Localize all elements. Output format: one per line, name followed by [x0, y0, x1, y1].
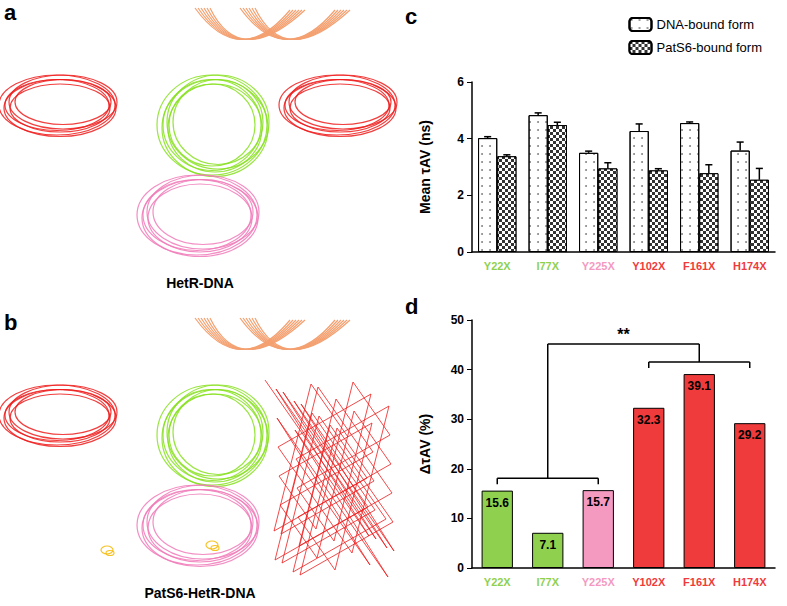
svg-text:4: 4	[457, 132, 464, 146]
svg-text:b: b	[4, 310, 17, 335]
svg-text:c: c	[405, 4, 417, 29]
svg-text:32.3: 32.3	[637, 413, 661, 427]
svg-text:F161X: F161X	[683, 260, 716, 272]
svg-text:DNA-bound form: DNA-bound form	[656, 17, 754, 32]
svg-text:ΔτAV (%): ΔτAV (%)	[417, 414, 433, 474]
svg-text:Y225X: Y225X	[582, 260, 616, 272]
svg-text:7.1: 7.1	[539, 538, 556, 552]
svg-text:H174X: H174X	[733, 260, 767, 272]
svg-text:50: 50	[451, 313, 465, 327]
svg-text:d: d	[405, 294, 418, 319]
svg-text:40: 40	[451, 363, 465, 377]
svg-text:HetR-DNA: HetR-DNA	[166, 275, 234, 291]
svg-text:29.2: 29.2	[738, 428, 762, 442]
svg-text:39.1: 39.1	[688, 379, 712, 393]
svg-text:F161X: F161X	[683, 576, 716, 588]
svg-text:6: 6	[457, 75, 464, 89]
svg-text:0: 0	[457, 245, 464, 259]
svg-text:PatS6-HetR-DNA: PatS6-HetR-DNA	[144, 585, 255, 601]
svg-text:Y102X: Y102X	[632, 576, 666, 588]
svg-text:15.7: 15.7	[587, 495, 611, 509]
svg-text:I77X: I77X	[536, 260, 559, 272]
svg-text:15.6: 15.6	[486, 496, 510, 510]
svg-text:Y102X: Y102X	[632, 260, 666, 272]
svg-text:20: 20	[451, 462, 465, 476]
svg-text:Y225X: Y225X	[582, 576, 616, 588]
svg-text:**: **	[617, 326, 630, 343]
svg-text:Y22X: Y22X	[484, 260, 512, 272]
svg-text:Y22X: Y22X	[484, 576, 512, 588]
svg-text:0: 0	[457, 561, 464, 575]
svg-text:a: a	[4, 0, 17, 25]
svg-text:10: 10	[451, 511, 465, 525]
svg-text:I77X: I77X	[536, 576, 559, 588]
svg-text:PatS6-bound form: PatS6-bound form	[656, 40, 762, 55]
svg-text:H174X: H174X	[733, 576, 767, 588]
svg-text:2: 2	[457, 188, 464, 202]
svg-text:30: 30	[451, 412, 465, 426]
svg-text:Mean τAV (ns): Mean τAV (ns)	[417, 120, 433, 214]
